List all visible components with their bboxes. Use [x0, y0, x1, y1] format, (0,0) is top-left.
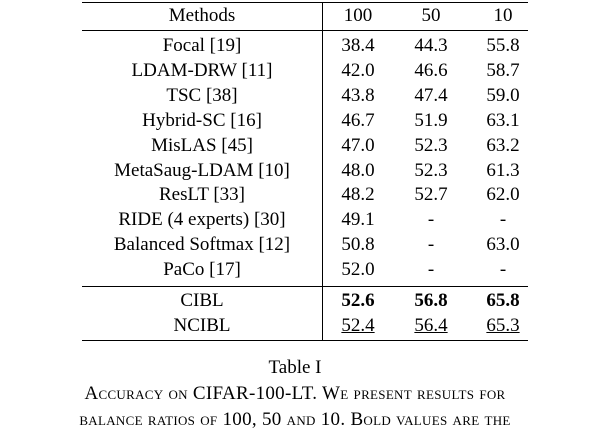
table-cell: MetaSaug-LDAM [10] — [114, 159, 290, 181]
table-cell: 65.8 — [486, 290, 520, 311]
table-cell: 48.2 — [341, 184, 375, 206]
table-cell: 46.7 — [341, 109, 375, 131]
table-cell: 52.3 — [414, 134, 448, 156]
table-cell: 65.3 — [486, 315, 520, 336]
table-cell: 59.0 — [486, 84, 520, 106]
table-cell: Hybrid-SC [16] — [142, 109, 262, 131]
table-cell: 56.4 — [414, 315, 448, 336]
table-cell: 46.6 — [414, 59, 448, 81]
table-cell: 52.7 — [414, 184, 448, 206]
table-cell: 56.8 — [414, 290, 448, 311]
rule — [82, 340, 528, 341]
table-cell: 43.8 — [341, 84, 375, 106]
table-cell: TSC [38] — [166, 84, 238, 106]
table-cell: 55.8 — [486, 35, 520, 56]
table-cell: 50.8 — [341, 234, 375, 256]
table-cell: - — [427, 209, 435, 231]
table-cell: 58.7 — [486, 59, 520, 81]
table-cell: 44.3 — [414, 35, 448, 56]
table-cell: 62.0 — [486, 184, 520, 206]
table-cell: ResLT [33] — [158, 184, 246, 206]
table-cell: 63.1 — [486, 109, 520, 131]
table-cell: - — [499, 209, 507, 231]
table-cell: Methods — [168, 5, 236, 26]
table-cell: 52.0 — [341, 259, 375, 281]
caption-line: balance ratios of 100, 50 and 10. Bold v… — [79, 409, 511, 430]
table-cell: 63.2 — [486, 134, 520, 156]
table-cell: 49.1 — [341, 209, 375, 231]
table-cell: 10 — [493, 5, 513, 26]
table-cell: 47.0 — [341, 134, 375, 156]
table-cell: - — [427, 234, 435, 256]
rule — [82, 30, 528, 31]
table-cell: LDAM-DRW [11] — [131, 59, 273, 81]
table-cell: 52.6 — [341, 290, 375, 311]
table-cell: NCIBL — [173, 315, 231, 336]
table-cell: - — [427, 259, 435, 281]
table-cell: 48.0 — [341, 159, 375, 181]
column-rule — [322, 2, 323, 341]
table-cell: 61.3 — [486, 159, 520, 181]
table-cell: MisLAS [45] — [151, 134, 253, 156]
table-cell: 50 — [421, 5, 441, 26]
table-cell: 38.4 — [341, 35, 375, 56]
table-cell: 63.0 — [486, 234, 520, 256]
table-cell: Balanced Softmax [12] — [113, 234, 291, 256]
table-cell: 51.9 — [414, 109, 448, 131]
table-cell: - — [499, 259, 507, 281]
table-cell: PaCo [17] — [163, 259, 241, 281]
table-cell: Focal [19] — [162, 35, 242, 56]
table-cell: 42.0 — [341, 59, 375, 81]
rule — [82, 2, 528, 3]
table-cell: 52.4 — [341, 315, 375, 336]
caption-line: Accuracy on CIFAR-100-LT. We present res… — [84, 383, 506, 404]
table-cell: 47.4 — [414, 84, 448, 106]
table-cell: 52.3 — [414, 159, 448, 181]
caption-label: Table I — [268, 357, 322, 378]
rule — [82, 286, 528, 287]
table-cell: CIBL — [180, 290, 224, 311]
table-cell: RIDE (4 experts) [30] — [118, 209, 286, 231]
table-cell: 100 — [343, 5, 373, 26]
